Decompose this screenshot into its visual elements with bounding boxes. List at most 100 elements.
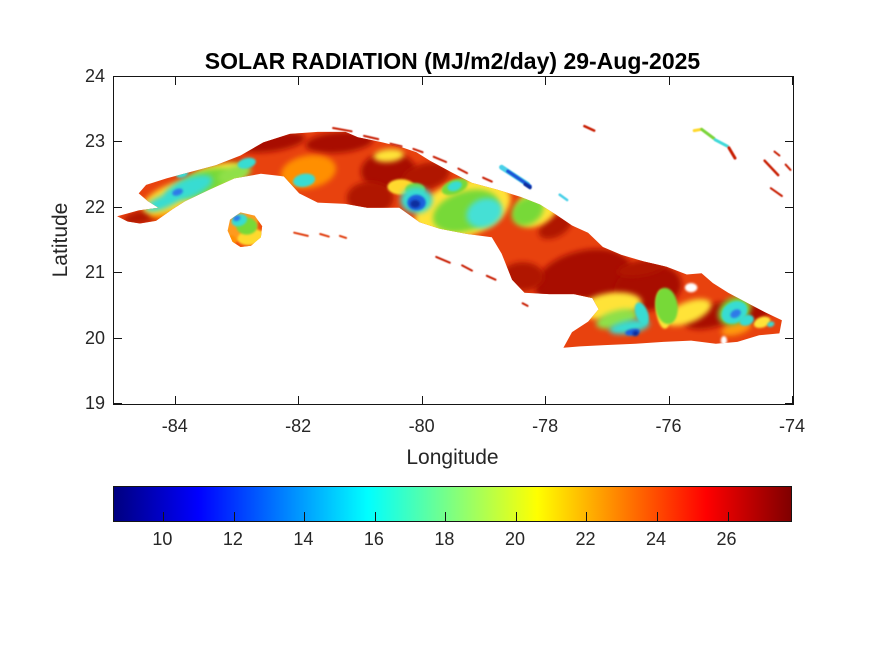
- plot-area: [113, 76, 794, 405]
- x-tick-label: -74: [778, 416, 805, 436]
- y-tick-mark: [114, 272, 122, 274]
- cay-speck: [332, 127, 353, 133]
- y-tick-mark: [114, 76, 122, 77]
- y-tick-mark: [114, 403, 122, 404]
- heat-patch: [534, 248, 632, 308]
- heat-patch: [293, 173, 316, 187]
- y-tick-label: 23: [84, 131, 105, 152]
- heat-patch: [373, 148, 405, 163]
- y-tick-mark: [114, 206, 122, 208]
- heat-patch: [655, 287, 678, 325]
- cay-speck: [523, 182, 532, 190]
- heat-patch: [237, 157, 256, 169]
- x-tick-mark: [545, 396, 547, 404]
- cay-speck: [583, 124, 596, 132]
- colorbar-tick-label: 14: [293, 529, 314, 549]
- heat-patch: [233, 215, 241, 222]
- x-tick-mark: [421, 77, 423, 85]
- x-tick-mark: [174, 396, 176, 404]
- cay-speck: [338, 234, 348, 239]
- cay-speck: [435, 255, 451, 264]
- colorbar-tick-label: 20: [504, 529, 525, 549]
- x-tick-label: -84: [161, 416, 188, 436]
- y-tick-label: 20: [84, 327, 105, 348]
- cay-speck: [412, 147, 424, 154]
- x-axis-label: Longitude: [406, 446, 499, 469]
- x-tick-mark: [298, 77, 300, 85]
- x-tick-label: -82: [285, 416, 312, 436]
- heat-patch: [305, 131, 374, 154]
- figure-title: SOLAR RADIATION (MJ/m2/day) 29-Aug-2025: [204, 48, 701, 74]
- x-tick-label: -80: [408, 416, 435, 436]
- heat-patch: [227, 235, 237, 246]
- heat-patch: [664, 298, 712, 326]
- heat-patch: [466, 198, 503, 228]
- y-tick-mark: [785, 76, 793, 77]
- mainland-heat-patches: [123, 131, 776, 346]
- cay-speck: [558, 193, 569, 202]
- y-tick-label: 24: [84, 66, 105, 86]
- bay-water: [663, 238, 676, 246]
- x-tick-mark: [792, 77, 793, 85]
- y-tick-mark: [114, 141, 122, 143]
- colorbar-tick-mark: [304, 512, 306, 521]
- cay-speck: [432, 155, 448, 163]
- cay-speck: [461, 264, 473, 272]
- x-tick-label: -76: [655, 416, 682, 436]
- colorbar: [113, 486, 792, 522]
- bay-water: [720, 336, 728, 346]
- heat-patch: [511, 196, 544, 226]
- cay-speck: [727, 146, 737, 160]
- colorbar-tick-label: 24: [645, 529, 667, 549]
- cay-speck: [319, 233, 330, 238]
- colorbar-tick-mark: [657, 512, 658, 521]
- y-tick-label: 19: [84, 393, 105, 413]
- heat-patch: [410, 200, 421, 208]
- heat-patch: [753, 316, 771, 329]
- cay-speck: [457, 167, 469, 175]
- cay-speck: [763, 159, 780, 177]
- heat-patch: [172, 188, 183, 196]
- x-tick-mark: [792, 396, 793, 404]
- colorbar-tick-label: 18: [434, 529, 455, 549]
- x-tick-mark: [298, 396, 300, 404]
- heat-patch: [739, 314, 754, 326]
- x-tick-mark: [545, 77, 547, 85]
- cay-speck: [769, 187, 783, 197]
- colorbar-tick-mark: [586, 512, 588, 521]
- y-tick-mark: [785, 272, 793, 274]
- colorbar-tick-label: 10: [152, 529, 173, 549]
- colorbar-tick-label: 26: [716, 529, 737, 549]
- colorbar-tick-label: 12: [222, 529, 243, 549]
- bay-water: [684, 283, 698, 293]
- colorbar-tick-mark: [445, 512, 447, 521]
- isla-heat-patches: [227, 214, 263, 247]
- heat-patch: [767, 321, 775, 327]
- cay-speck: [700, 127, 716, 140]
- y-tick-label: 22: [84, 196, 105, 217]
- x-tick-label: -78: [532, 416, 559, 436]
- x-tick-mark: [174, 77, 176, 85]
- cay-speck: [485, 274, 497, 281]
- bay-water: [701, 264, 710, 272]
- heat-patch: [730, 309, 741, 319]
- cay-speck: [713, 138, 730, 148]
- colorbar-tick-label: 16: [363, 529, 384, 549]
- cuba-heatmap-svg: [117, 124, 792, 348]
- y-tick-mark: [114, 337, 122, 339]
- heat-patch: [447, 181, 462, 192]
- x-tick-mark: [668, 77, 670, 85]
- cay-specks: [293, 124, 792, 307]
- colorbar-tick-mark: [515, 512, 517, 521]
- heat-patch: [346, 181, 394, 215]
- colorbar-tick-mark: [374, 512, 376, 521]
- x-tick-mark: [668, 396, 670, 404]
- cay-speck: [389, 142, 403, 148]
- colorbar-tick-mark: [727, 512, 729, 521]
- cay-speck: [482, 176, 493, 183]
- y-tick-mark: [785, 206, 793, 208]
- colorbar-tick-mark: [163, 512, 165, 521]
- y-tick-label: 21: [84, 262, 105, 283]
- cay-speck: [773, 150, 781, 157]
